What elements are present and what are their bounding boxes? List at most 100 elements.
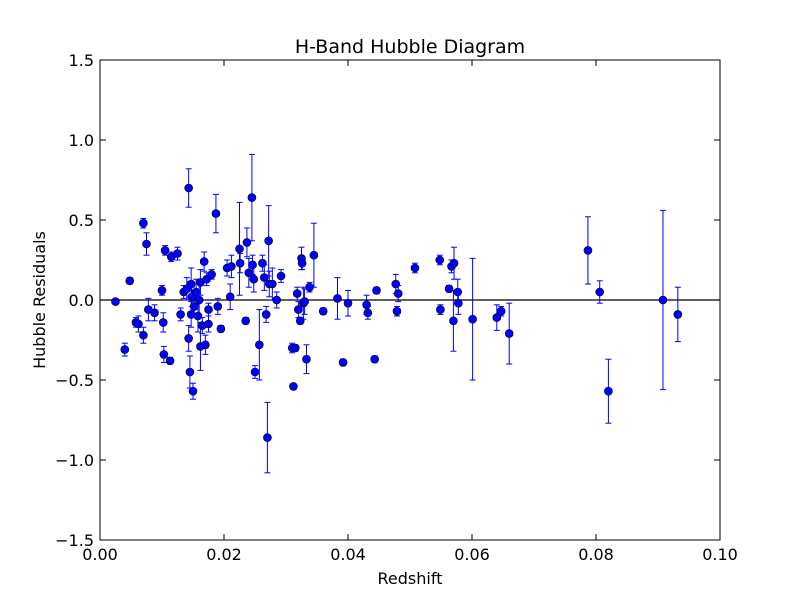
data-point [125,276,135,286]
data-point [211,193,221,234]
data-point [504,302,514,365]
data-point [372,286,381,295]
data-marker [264,236,273,246]
data-marker [201,340,210,350]
y-tick-label: −1.0 [55,451,94,470]
data-point [160,245,170,256]
data-marker [134,319,143,329]
data-marker [216,324,226,334]
data-marker [263,433,272,442]
data-point [235,201,244,296]
data-point [142,232,151,256]
data-marker [211,209,221,218]
data-marker [309,250,319,260]
data-point [410,262,420,274]
data-marker [454,298,463,308]
data-point [449,246,459,280]
data-marker [290,343,300,353]
data-point [255,309,264,381]
data-marker [247,193,257,202]
data-point [333,277,342,320]
data-marker [176,310,185,319]
data-point [165,356,175,366]
data-point [225,283,235,311]
data-marker [343,298,353,308]
data-marker [410,263,420,273]
data-point [318,306,328,316]
data-point [444,284,454,294]
data-marker [276,271,286,281]
data-point [263,401,272,474]
data-marker [318,306,328,316]
data-marker [363,308,373,318]
data-marker [207,270,216,279]
data-marker [468,314,477,324]
data-point [305,281,314,293]
data-marker [673,310,683,319]
data-marker [292,289,302,298]
data-marker [185,367,195,377]
data-marker [242,238,252,247]
data-marker [248,260,257,270]
y-tick-label: 1.0 [69,131,94,150]
data-point [120,342,130,357]
data-marker [658,295,668,305]
data-point [207,269,216,280]
data-marker [294,305,303,314]
data-marker [333,294,342,303]
data-point [184,168,193,208]
data-marker [204,319,213,329]
data-point [216,324,226,334]
data-point [184,325,193,352]
data-marker [250,367,260,377]
data-point [370,354,379,364]
data-point [139,326,148,344]
data-marker [188,386,198,396]
data-marker [225,292,235,302]
data-marker [449,258,459,268]
data-point [157,285,167,296]
data-point [435,254,445,266]
data-point [241,316,250,326]
data-point [139,217,148,229]
chart-title: H-Band Hubble Diagram [295,36,525,58]
data-point [227,254,236,279]
data-marker [338,358,348,367]
data-point [595,280,605,304]
y-axis-label: Hubble Residuals [30,231,49,369]
data-marker [504,329,514,338]
data-point [196,269,205,296]
data-marker [268,279,277,289]
data-point [235,253,245,274]
y-tick-label: 0.0 [69,291,94,310]
data-point [264,205,273,277]
data-marker [157,286,167,295]
data-marker [235,244,244,254]
data-point [276,269,286,283]
data-marker [249,274,259,284]
data-marker [449,316,458,326]
x-tick-label: 0.08 [578,545,614,564]
data-point [111,297,120,306]
data-marker [227,262,236,271]
data-marker [302,354,311,364]
data-marker [496,306,506,316]
data-marker [204,305,213,314]
data-point [343,289,353,317]
data-point [188,382,198,400]
data-marker [583,246,593,255]
data-point [496,305,506,317]
data-marker [436,305,445,314]
data-marker [111,297,120,306]
data-marker [184,334,193,343]
data-point [272,291,282,309]
data-point [144,297,153,322]
data-marker [158,318,168,327]
data-point [454,291,463,315]
y-tick-label: −1.5 [55,531,94,550]
data-marker [184,183,193,193]
data-point [363,305,373,320]
data-point [658,209,668,391]
data-point [268,267,277,301]
x-tick-label: 0.04 [330,545,366,564]
